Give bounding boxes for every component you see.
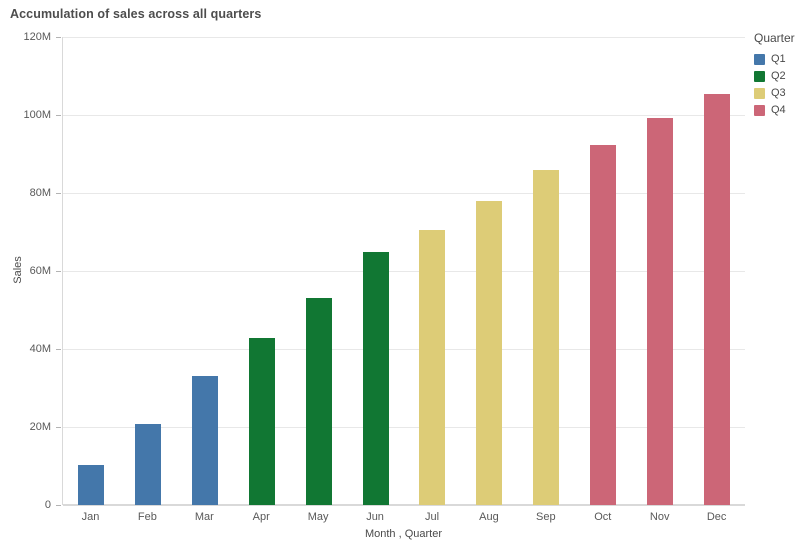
legend-item-q2[interactable]: Q2	[754, 71, 800, 82]
y-tick-mark	[56, 505, 61, 506]
bar-slot-nov	[631, 37, 688, 505]
bar-slot-aug	[461, 37, 518, 505]
bar-sep[interactable]	[533, 170, 560, 505]
bar-oct[interactable]	[589, 145, 616, 505]
x-axis-line	[63, 504, 745, 506]
x-tick-label-jun: Jun	[366, 511, 384, 523]
gridline-40M	[63, 349, 745, 350]
x-tick-label-jan: Jan	[81, 511, 100, 523]
x-tick-label-dec: Dec	[706, 511, 727, 523]
y-tick-mark	[56, 271, 61, 272]
gridline-120M	[63, 37, 745, 38]
y-tick-mark	[56, 427, 61, 428]
legend: Quarter Q1 Q2 Q3 Q4	[754, 31, 800, 122]
x-axis-labels: Jan Feb Mar Apr May Jun Jul Aug Sep Oct Nov Dec	[62, 511, 745, 523]
x-tick-label-feb: Feb	[137, 511, 157, 523]
legend-title: Quarter	[754, 31, 795, 45]
x-tick-label-sep: Sep	[536, 511, 556, 523]
x-axis-title: Month , Quarter	[364, 528, 443, 540]
legend-items: Q1 Q2 Q3 Q4	[754, 54, 800, 116]
y-tick-label-80M: 80M	[29, 187, 51, 199]
bar-slot-may	[290, 37, 347, 505]
legend-swatch-q3	[754, 88, 765, 99]
bars-row	[63, 37, 745, 505]
bar-slot-jul	[404, 37, 461, 505]
bar-dec[interactable]	[703, 94, 730, 505]
bar-nov[interactable]	[646, 118, 673, 505]
legend-item-q4[interactable]: Q4	[754, 105, 800, 116]
bar-mar[interactable]	[192, 376, 219, 505]
bar-slot-jan	[63, 37, 120, 505]
y-tick-label-0: 0	[44, 499, 51, 511]
legend-swatch-q1	[754, 54, 765, 65]
bar-aug[interactable]	[476, 201, 503, 505]
legend-label-q3: Q3	[771, 87, 786, 99]
y-tick-mark	[56, 193, 61, 194]
legend-swatch-q4	[754, 105, 765, 116]
y-tick-mark	[56, 349, 61, 350]
y-tick-label-100M: 100M	[23, 109, 51, 121]
bar-slot-oct	[574, 37, 631, 505]
legend-swatch-q2	[754, 71, 765, 82]
bar-may[interactable]	[305, 298, 332, 505]
bar-slot-jun	[347, 37, 404, 505]
bar-jan[interactable]	[78, 465, 105, 505]
x-tick-label-mar: Mar	[194, 511, 214, 523]
bar-slot-sep	[518, 37, 575, 505]
bar-feb[interactable]	[135, 424, 162, 505]
y-tick-label-40M: 40M	[29, 343, 51, 355]
gridline-80M	[63, 193, 745, 194]
y-axis-title: Sales	[12, 256, 24, 284]
y-tick-label-60M: 60M	[29, 265, 51, 277]
legend-item-q3[interactable]: Q3	[754, 88, 800, 99]
legend-label-q4: Q4	[771, 104, 786, 116]
bar-jul[interactable]	[419, 230, 446, 505]
x-tick-label-jul: Jul	[424, 511, 440, 523]
x-tick-label-oct: Oct	[594, 511, 612, 523]
plot-area	[62, 37, 745, 506]
x-tick-label-aug: Aug	[479, 511, 499, 523]
x-tick-label-nov: Nov	[649, 511, 670, 523]
gridline-100M	[63, 115, 745, 116]
bar-slot-mar	[177, 37, 234, 505]
y-tick-label-120M: 120M	[23, 31, 51, 43]
x-tick-label-may: May	[307, 511, 329, 523]
legend-label-q1: Q1	[771, 53, 786, 65]
legend-item-q1[interactable]: Q1	[754, 54, 800, 65]
bar-slot-dec	[688, 37, 745, 505]
gridline-60M	[63, 271, 745, 272]
y-tick-label-20M: 20M	[29, 421, 51, 433]
bar-slot-feb	[120, 37, 177, 505]
legend-label-q2: Q2	[771, 70, 786, 82]
bar-apr[interactable]	[248, 338, 275, 505]
bar-slot-apr	[233, 37, 290, 505]
gridline-20M	[63, 427, 745, 428]
y-tick-mark	[56, 37, 61, 38]
x-tick-label-apr: Apr	[252, 511, 270, 523]
bar-jun[interactable]	[362, 252, 389, 505]
chart-title: Accumulation of sales across all quarter…	[10, 7, 262, 21]
y-tick-mark	[56, 115, 61, 116]
